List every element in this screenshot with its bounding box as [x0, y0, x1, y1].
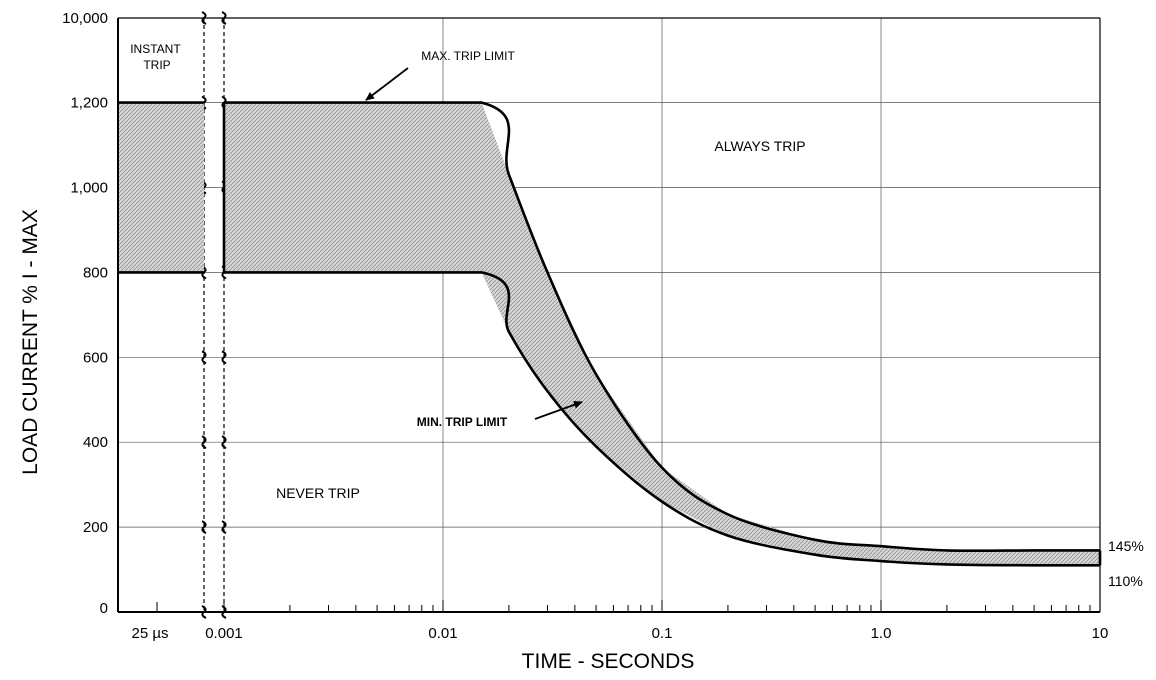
max-trip-limit-curve [224, 101, 1100, 553]
y-tick-label: 1,000 [70, 180, 108, 197]
y-tick-label: 400 [83, 434, 108, 451]
y-axis-title: LOAD CURRENT % I - MAX [19, 209, 42, 475]
always-trip-label: ALWAYS TRIP [714, 138, 805, 154]
label-110-percent: 110% [1108, 573, 1143, 589]
trip-band [118, 102, 1100, 566]
axis-break-mark [221, 350, 227, 365]
max-limit-arrow [365, 67, 409, 101]
axis-break-mark [201, 435, 207, 450]
x-tick-label: 25 µs [132, 625, 169, 642]
x-tick-label: 0.01 [428, 625, 457, 642]
instant-trip-band [118, 102, 204, 273]
x-axis-title: TIME - SECONDS [522, 650, 695, 673]
max-trip-limit-label: MAX. TRIP LIMIT [421, 49, 515, 63]
axis-break-mark [201, 520, 207, 534]
y-tick-label: 800 [83, 264, 108, 281]
min-limit-arrow [534, 400, 583, 420]
min-trip-limit-curve [224, 271, 1101, 567]
instant-trip-label: INSTANT TRIP [130, 42, 184, 72]
axis-break-mark [221, 435, 227, 450]
x-tick-label: 0.001 [205, 625, 243, 642]
x-tick-labels: 25 µs 0.001 0.01 0.1 1.0 10 [132, 625, 1109, 642]
x-tick-label: 0.1 [652, 625, 673, 642]
y-tick-label: 10,000 [62, 10, 108, 27]
y-tick-labels: 10,000 1,200 1,000 800 600 400 200 0 [62, 10, 108, 617]
trip-band-fill [224, 102, 1100, 566]
y-tick-label: 200 [83, 519, 108, 536]
plot-frame [117, 17, 1101, 613]
never-trip-label: NEVER TRIP [276, 485, 360, 501]
axis-break-mark [201, 350, 207, 365]
y-tick-label: 0 [100, 600, 108, 617]
x-tick-label: 1.0 [871, 625, 892, 642]
trip-curves [118, 101, 1102, 567]
y-tick-label: 1,200 [70, 95, 108, 112]
label-145-percent: 145% [1108, 538, 1144, 554]
x-tick-label: 10 [1092, 625, 1109, 642]
min-trip-limit-label: MIN. TRIP LIMIT [417, 415, 508, 429]
y-tick-label: 600 [83, 349, 108, 366]
axis-break-mark [221, 520, 227, 534]
